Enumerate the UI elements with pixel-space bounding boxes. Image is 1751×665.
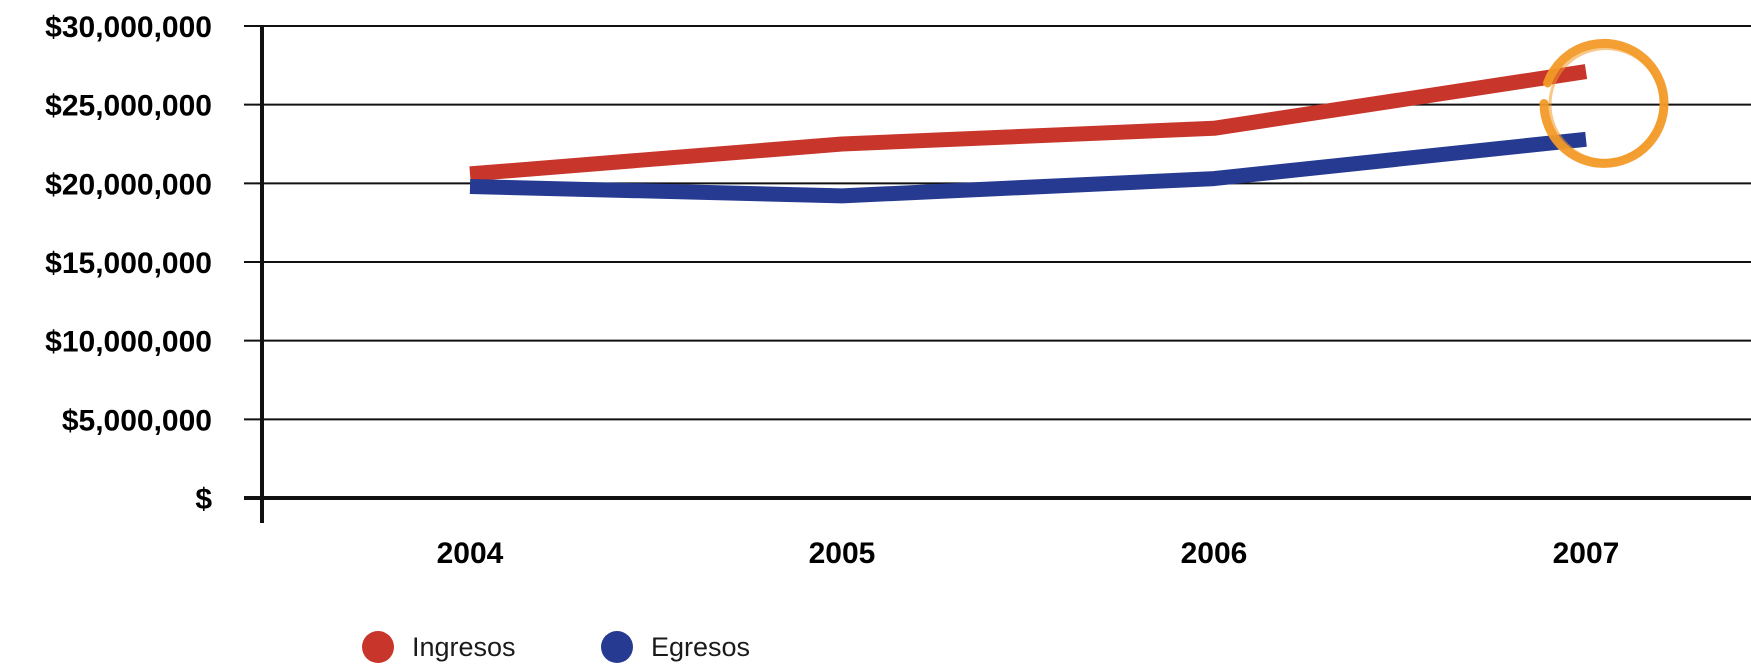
series-line-ingresos <box>469 64 1588 182</box>
x-tick-label: 2007 <box>1553 537 1620 570</box>
y-tick-label: $ <box>195 483 212 516</box>
x-tick-label: 2004 <box>437 537 504 570</box>
legend: Ingresos Egresos <box>362 631 750 663</box>
y-tick-label: $15,000,000 <box>45 247 212 280</box>
y-tick-label: $30,000,000 <box>45 11 212 44</box>
x-axis-tick-labels: 2004 2005 2006 2007 <box>437 537 1620 570</box>
series-line-egresos <box>469 131 1587 204</box>
highlight-ring-inner <box>1548 46 1664 162</box>
legend-label-egresos: Egresos <box>651 632 750 662</box>
legend-label-ingresos: Ingresos <box>412 632 516 662</box>
x-tick-label: 2005 <box>809 537 876 570</box>
x-tick-label: 2006 <box>1181 537 1248 570</box>
grid-lines <box>244 25 1751 500</box>
y-tick-label: $10,000,000 <box>45 326 212 359</box>
y-tick-label: $5,000,000 <box>62 404 212 437</box>
legend-swatch-ingresos <box>362 631 394 663</box>
y-axis-tick-labels: $ $5,000,000 $10,000,000 $15,000,000 $20,000… <box>45 11 212 516</box>
y-tick-label: $20,000,000 <box>45 168 212 201</box>
y-tick-label: $25,000,000 <box>45 90 212 123</box>
series-lines <box>469 64 1588 204</box>
highlight-circle <box>1539 38 1669 168</box>
legend-swatch-egresos <box>601 631 633 663</box>
highlight-ring <box>1539 38 1669 168</box>
